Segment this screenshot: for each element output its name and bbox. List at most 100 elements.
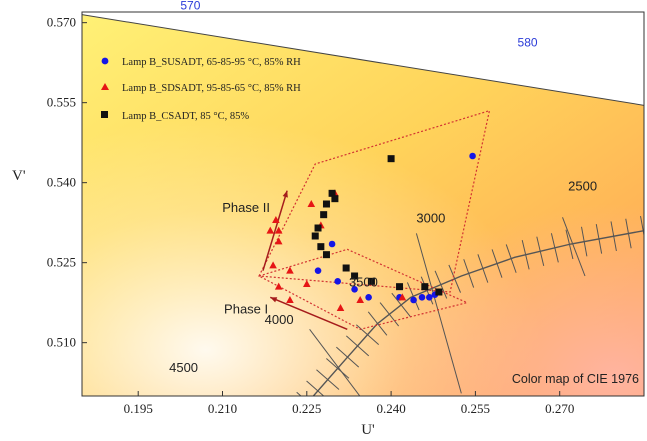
- isotherm-line: [415, 233, 462, 394]
- legend-marker-sdsadt: [101, 83, 109, 90]
- outside-spectral-locus: [82, 12, 644, 106]
- legend-marker-csadt: [101, 111, 108, 118]
- y-tick-label: 0.525: [47, 255, 76, 270]
- isotherm-tick: [379, 302, 400, 327]
- point-csadt: [331, 195, 339, 203]
- isotherm-tick: [355, 324, 380, 346]
- isotherm-tick: [595, 224, 603, 254]
- point-susadt: [334, 278, 342, 285]
- isotherm-tick: [336, 346, 360, 368]
- isotherm-tick: [463, 259, 475, 288]
- legend-label-csadt: Lamp B_CSADT, 85 °C, 85%: [122, 111, 249, 122]
- x-tick-label: 0.240: [376, 401, 405, 416]
- y-tick-label: 0.540: [47, 175, 76, 190]
- y-axis-title: V': [12, 168, 26, 184]
- isotherm-tick: [477, 254, 489, 283]
- y-tick-label: 0.570: [47, 15, 76, 30]
- point-susadt: [469, 152, 476, 160]
- point-csadt: [435, 288, 443, 296]
- phase-region: [258, 109, 491, 293]
- x-tick-label: 0.255: [461, 401, 490, 416]
- point-csadt: [351, 272, 359, 280]
- y-tick-label: 0.510: [47, 335, 76, 350]
- isotherm-tick: [491, 249, 503, 278]
- point-csadt: [367, 277, 375, 285]
- point-csadt: [320, 211, 328, 219]
- point-sdsadt: [336, 304, 345, 311]
- point-csadt: [328, 189, 336, 197]
- point-susadt: [418, 294, 426, 301]
- cct-label: 3000: [416, 211, 445, 226]
- phase-arrow-head: [270, 297, 278, 303]
- point-susadt: [410, 296, 417, 304]
- isotherm-tick: [625, 218, 632, 249]
- y-tick-label: 0.555: [47, 95, 76, 110]
- point-csadt: [387, 155, 395, 163]
- point-csadt: [314, 224, 322, 232]
- point-sdsadt: [398, 293, 407, 301]
- point-susadt: [426, 294, 433, 301]
- caption-annotation: Color map of CIE 1976: [512, 372, 639, 386]
- x-axis-title: U': [361, 422, 375, 438]
- isotherm-tick: [448, 264, 461, 293]
- point-csadt: [342, 264, 350, 272]
- data-points: [266, 152, 476, 311]
- point-csadt: [322, 200, 330, 208]
- isotherm-tick: [367, 311, 388, 336]
- x-tick-label: 0.195: [124, 401, 153, 416]
- phase-label: Phase I: [224, 301, 268, 316]
- phase-arrow-shaft: [262, 190, 288, 271]
- point-sdsadt: [303, 280, 311, 287]
- point-sdsadt: [272, 216, 280, 223]
- phase-arrows: [262, 190, 348, 331]
- isotherm-tick: [550, 233, 559, 263]
- isotherm-tick: [610, 221, 617, 252]
- point-sdsadt: [274, 237, 283, 245]
- phase-arrow-head: [282, 190, 288, 198]
- isotherm-tick: [306, 380, 325, 396]
- cct-label: 2500: [568, 179, 597, 194]
- x-tick-label: 0.270: [545, 401, 574, 416]
- phase-label: Phase II: [222, 200, 270, 215]
- legend-label-susadt: Lamp B_SUSADT, 65-85-95 °C, 85% RH: [122, 57, 301, 68]
- isotherm-line: [309, 329, 361, 396]
- phase-region: [257, 248, 469, 330]
- plot-frame: [81, 11, 645, 397]
- isotherm-tick: [391, 292, 411, 318]
- spectral-locus-line: [82, 14, 644, 106]
- isotherm-tick: [326, 358, 350, 379]
- isotherm-tick: [521, 240, 530, 270]
- phase-arrow-shaft: [269, 296, 348, 331]
- point-sdsadt: [274, 226, 283, 234]
- isotherm-line: [562, 217, 586, 277]
- point-sdsadt: [269, 261, 277, 269]
- point-sdsadt: [286, 296, 294, 303]
- point-sdsadt: [274, 282, 283, 290]
- planckian-locus: [312, 229, 644, 396]
- phase-regions: [257, 109, 491, 330]
- isotherm-tick: [505, 244, 517, 273]
- isotherm-tick: [406, 282, 420, 311]
- legend-marker-susadt: [101, 57, 109, 65]
- point-susadt: [365, 294, 372, 301]
- isotherm-tick: [316, 369, 340, 390]
- x-axis-ticks: 0.195 0.210 0.225 0.240 0.255 0.270: [124, 391, 574, 416]
- x-tick-label: 0.225: [292, 401, 321, 416]
- isotherm-tick: [434, 270, 448, 299]
- point-susadt: [351, 286, 358, 293]
- point-susadt: [328, 240, 336, 248]
- isotherm-tick: [346, 335, 370, 357]
- cct-label: 4500: [169, 360, 198, 375]
- point-csadt: [421, 283, 429, 291]
- x-tick-label: 0.210: [208, 401, 237, 416]
- y-axis-ticks: 0.510 0.525 0.540 0.555 0.570: [47, 15, 87, 350]
- point-csadt: [322, 251, 330, 259]
- legend: Lamp B_SUSADT, 65-85-95 °C, 85% RH Lamp …: [101, 57, 301, 122]
- point-susadt: [314, 267, 322, 274]
- isotherm-tick: [581, 226, 588, 257]
- spectral-wavelength-label: 580: [518, 36, 538, 50]
- point-sdsadt: [266, 226, 275, 234]
- point-sdsadt: [307, 200, 316, 207]
- isotherm-tick: [536, 236, 545, 266]
